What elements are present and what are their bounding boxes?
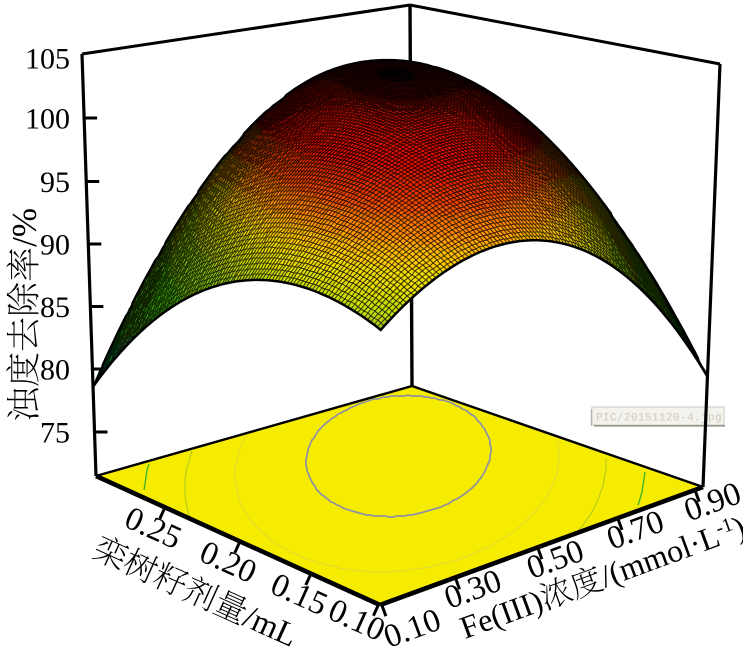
svg-text:-1: -1 — [713, 513, 736, 539]
svg-text:80: 80 — [40, 353, 70, 386]
svg-text:105: 105 — [25, 42, 70, 75]
svg-text:75: 75 — [40, 416, 70, 449]
svg-text:90: 90 — [40, 228, 70, 261]
svg-text:85: 85 — [40, 291, 70, 324]
svg-text:100: 100 — [25, 102, 70, 135]
svg-text:/%: /% — [5, 208, 44, 247]
svg-text:95: 95 — [40, 166, 70, 199]
svg-text:PIC/20151120-4.jpg: PIC/20151120-4.jpg — [596, 413, 722, 425]
